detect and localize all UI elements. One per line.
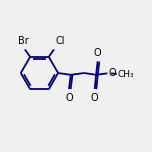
Text: Br: Br — [18, 36, 29, 46]
Text: Cl: Cl — [55, 36, 65, 46]
Text: O: O — [109, 68, 116, 78]
Text: O: O — [91, 93, 98, 103]
Text: O: O — [65, 93, 73, 103]
Text: O: O — [94, 48, 101, 58]
Text: CH₃: CH₃ — [117, 70, 134, 79]
